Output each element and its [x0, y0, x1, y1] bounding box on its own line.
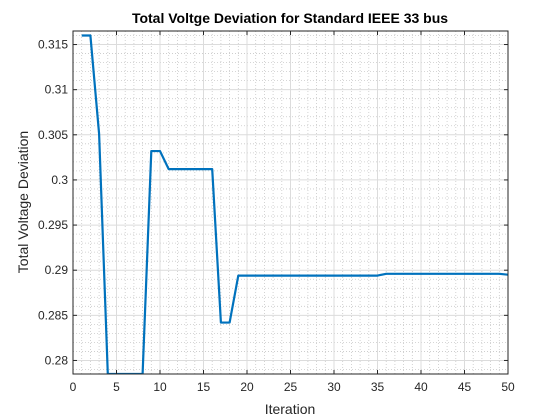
y-tick-label: 0.3: [51, 173, 68, 187]
series-line: [81, 34, 508, 374]
x-tick-label: 10: [153, 380, 167, 394]
axes-box: [72, 30, 509, 375]
x-tick-label: 40: [414, 380, 428, 394]
x-tick-label: 0: [70, 380, 77, 394]
y-tick-labels: 0.28 0.285 0.29 0.295 0.3 0.305 0.31 0.315: [38, 38, 68, 368]
y-tick-label: 0.285: [38, 308, 68, 322]
y-tick-label: 0.305: [38, 128, 68, 142]
x-tick-label: 30: [327, 380, 341, 394]
y-tick-label: 0.28: [45, 353, 69, 367]
x-tick-label: 50: [501, 380, 515, 394]
x-tick-label: 45: [458, 380, 472, 394]
x-tick-label: 20: [240, 380, 254, 394]
plot-area: [81, 34, 508, 374]
x-tick-label: 25: [284, 380, 298, 394]
y-tick-label: 0.295: [38, 218, 68, 232]
y-axis-label: Total Voltage Deviation: [15, 131, 31, 273]
x-tick-label: 5: [113, 380, 120, 394]
chart-title: Total Voltge Deviation for Standard IEEE…: [132, 10, 448, 26]
y-tick-label: 0.315: [38, 38, 68, 52]
x-axis-label: Iteration: [265, 401, 316, 417]
y-tick-label: 0.29: [45, 263, 69, 277]
x-tick-labels: 0 5 10 15 20 25 30 35 40 45 50: [70, 380, 515, 394]
x-tick-label: 35: [371, 380, 385, 394]
y-tick-label: 0.31: [45, 83, 69, 97]
x-tick-label: 15: [197, 380, 211, 394]
